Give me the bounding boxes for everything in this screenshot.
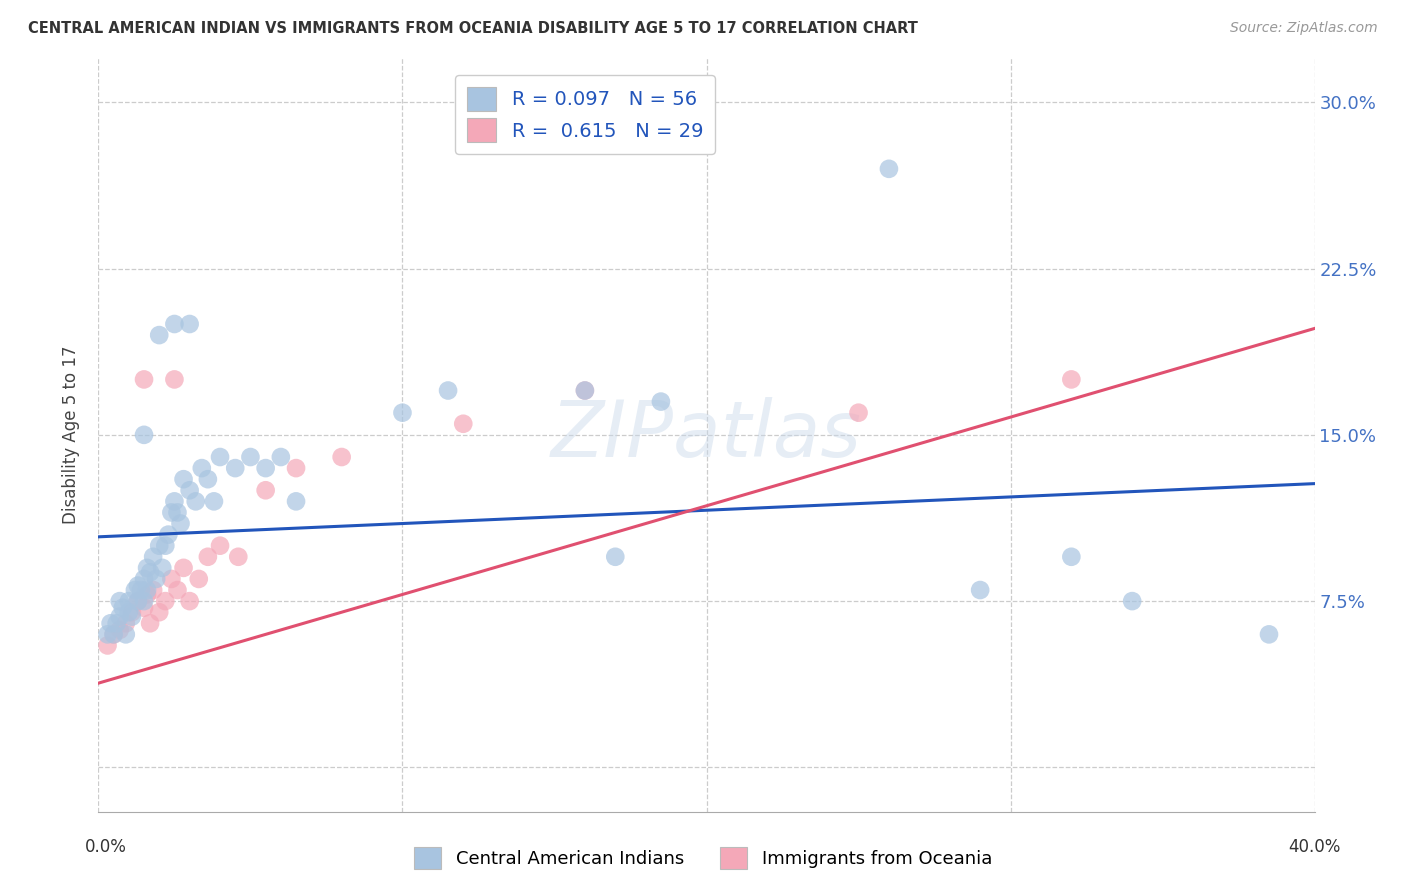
Point <box>136 587 159 601</box>
Legend: Central American Indians, Immigrants from Oceania: Central American Indians, Immigrants fro… <box>405 838 1001 879</box>
Point <box>155 594 177 608</box>
Point <box>187 572 209 586</box>
Point <box>848 406 870 420</box>
Point <box>132 594 155 608</box>
Point <box>254 461 277 475</box>
Point <box>160 505 183 519</box>
Point <box>163 317 186 331</box>
Point <box>330 450 353 464</box>
Point <box>96 639 118 653</box>
Point <box>124 582 146 597</box>
Point <box>166 505 188 519</box>
Point <box>574 384 596 398</box>
Point <box>179 317 201 331</box>
Point <box>391 406 413 420</box>
Point <box>197 472 219 486</box>
Text: 0.0%: 0.0% <box>84 838 127 855</box>
Point <box>148 539 170 553</box>
Text: 40.0%: 40.0% <box>1288 838 1341 855</box>
Point <box>163 494 186 508</box>
Point <box>150 561 173 575</box>
Point <box>184 494 207 508</box>
Point <box>121 609 143 624</box>
Point <box>650 394 672 409</box>
Point <box>139 616 162 631</box>
Point <box>197 549 219 564</box>
Point <box>239 450 262 464</box>
Point <box>163 372 186 386</box>
Point <box>226 549 249 564</box>
Point <box>270 450 292 464</box>
Point <box>132 428 155 442</box>
Y-axis label: Disability Age 5 to 17: Disability Age 5 to 17 <box>62 345 80 524</box>
Point <box>145 572 167 586</box>
Point <box>169 516 191 531</box>
Point <box>129 582 152 597</box>
Point <box>118 594 141 608</box>
Point <box>127 594 149 608</box>
Point <box>605 549 627 564</box>
Point <box>1060 372 1083 386</box>
Point <box>132 600 155 615</box>
Point <box>139 566 162 580</box>
Point <box>202 494 225 508</box>
Point <box>166 582 188 597</box>
Point <box>105 616 128 631</box>
Point <box>155 539 177 553</box>
Point <box>173 561 195 575</box>
Point <box>254 483 277 498</box>
Point <box>437 384 460 398</box>
Text: ZIPatlas: ZIPatlas <box>551 397 862 473</box>
Point <box>179 483 201 498</box>
Point <box>108 594 131 608</box>
Point <box>224 461 246 475</box>
Legend: R = 0.097   N = 56, R =  0.615   N = 29: R = 0.097 N = 56, R = 0.615 N = 29 <box>456 75 714 153</box>
Point <box>285 461 308 475</box>
Point <box>969 582 991 597</box>
Point <box>108 609 131 624</box>
Point <box>173 472 195 486</box>
Point <box>453 417 475 431</box>
Point <box>148 328 170 343</box>
Point <box>103 627 125 641</box>
Point <box>114 616 136 631</box>
Point <box>877 161 900 176</box>
Point <box>1121 594 1143 608</box>
Point <box>1060 549 1083 564</box>
Point <box>132 372 155 386</box>
Point <box>142 549 165 564</box>
Text: CENTRAL AMERICAN INDIAN VS IMMIGRANTS FROM OCEANIA DISABILITY AGE 5 TO 17 CORREL: CENTRAL AMERICAN INDIAN VS IMMIGRANTS FR… <box>28 21 918 36</box>
Point <box>179 594 201 608</box>
Point <box>121 605 143 619</box>
Point <box>127 594 149 608</box>
Point <box>132 572 155 586</box>
Point <box>209 450 232 464</box>
Point <box>148 605 170 619</box>
Point <box>160 572 183 586</box>
Point <box>157 527 180 541</box>
Point <box>96 627 118 641</box>
Point <box>114 627 136 641</box>
Text: Source: ZipAtlas.com: Source: ZipAtlas.com <box>1230 21 1378 35</box>
Point <box>136 582 159 597</box>
Point <box>574 384 596 398</box>
Point <box>136 561 159 575</box>
Point <box>103 627 125 641</box>
Point <box>118 605 141 619</box>
Point <box>142 582 165 597</box>
Point <box>111 600 134 615</box>
Point <box>127 579 149 593</box>
Point <box>100 616 122 631</box>
Point <box>1258 627 1281 641</box>
Point <box>108 623 131 637</box>
Point <box>285 494 308 508</box>
Point <box>191 461 214 475</box>
Point <box>209 539 232 553</box>
